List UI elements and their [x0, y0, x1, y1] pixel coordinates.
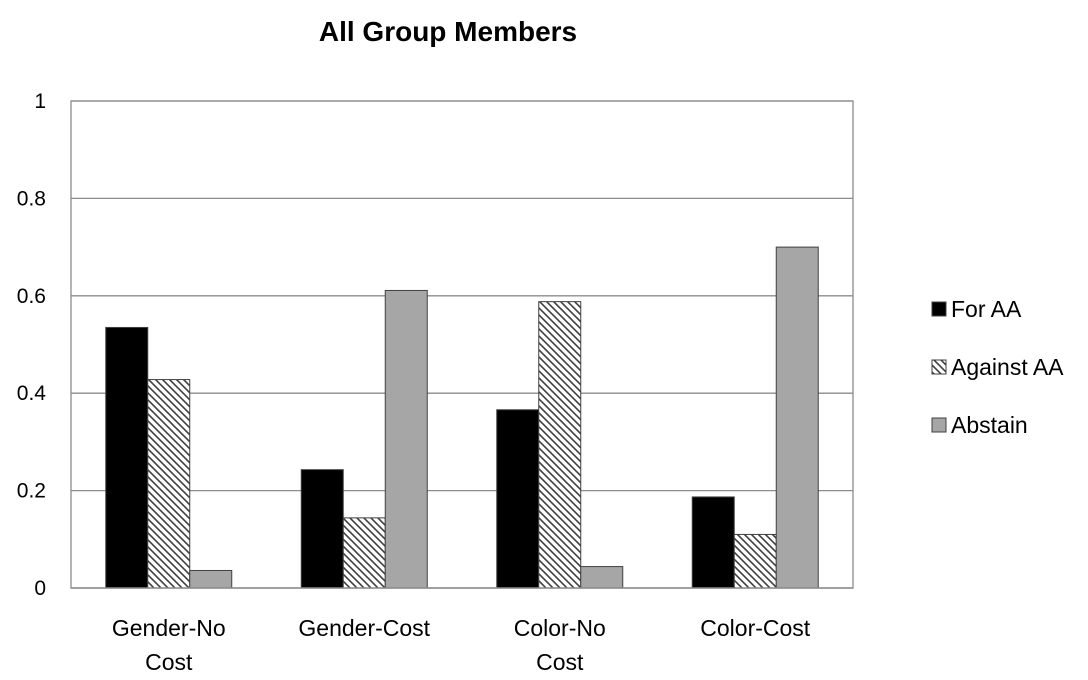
legend: For AA Against AA Abstain: [931, 296, 1064, 438]
bar: [580, 566, 624, 589]
y-tick-label: 0.8: [17, 187, 46, 210]
chart-title: All Group Members: [319, 16, 577, 47]
legend-label: For AA: [951, 296, 1022, 322]
bar: [189, 569, 233, 589]
bar: [691, 496, 735, 589]
y-tick-label: 1: [34, 90, 46, 113]
y-tick-label: 0.2: [17, 480, 46, 503]
bar: [538, 301, 582, 589]
legend-label: Abstain: [951, 412, 1028, 438]
legend-swatch: [931, 417, 947, 433]
x-tick-label: Gender-Cost: [298, 615, 430, 641]
legend-label: Against AA: [951, 354, 1064, 380]
bar: [775, 246, 819, 589]
bar: [496, 409, 540, 589]
x-tick-label: Color-No Cost: [514, 615, 606, 675]
y-tick-label: 0.4: [17, 382, 47, 405]
legend-swatch: [931, 359, 947, 375]
bar: [384, 289, 428, 589]
bar: [147, 379, 191, 589]
bar: [342, 517, 386, 589]
x-tick-label: Gender-No Cost: [112, 615, 226, 675]
x-tick-label: Color-Cost: [700, 615, 811, 641]
bar: [105, 326, 149, 589]
y-tick-label: 0.6: [17, 285, 46, 308]
bar: [300, 469, 344, 589]
legend-swatch: [931, 301, 947, 317]
bar: [733, 533, 777, 589]
plot-area: 0 0.2 0.4 0.6 0.8 1 Gender-No Cost Gender-Cost Co…: [17, 90, 854, 675]
y-tick-label: 0: [34, 577, 46, 600]
